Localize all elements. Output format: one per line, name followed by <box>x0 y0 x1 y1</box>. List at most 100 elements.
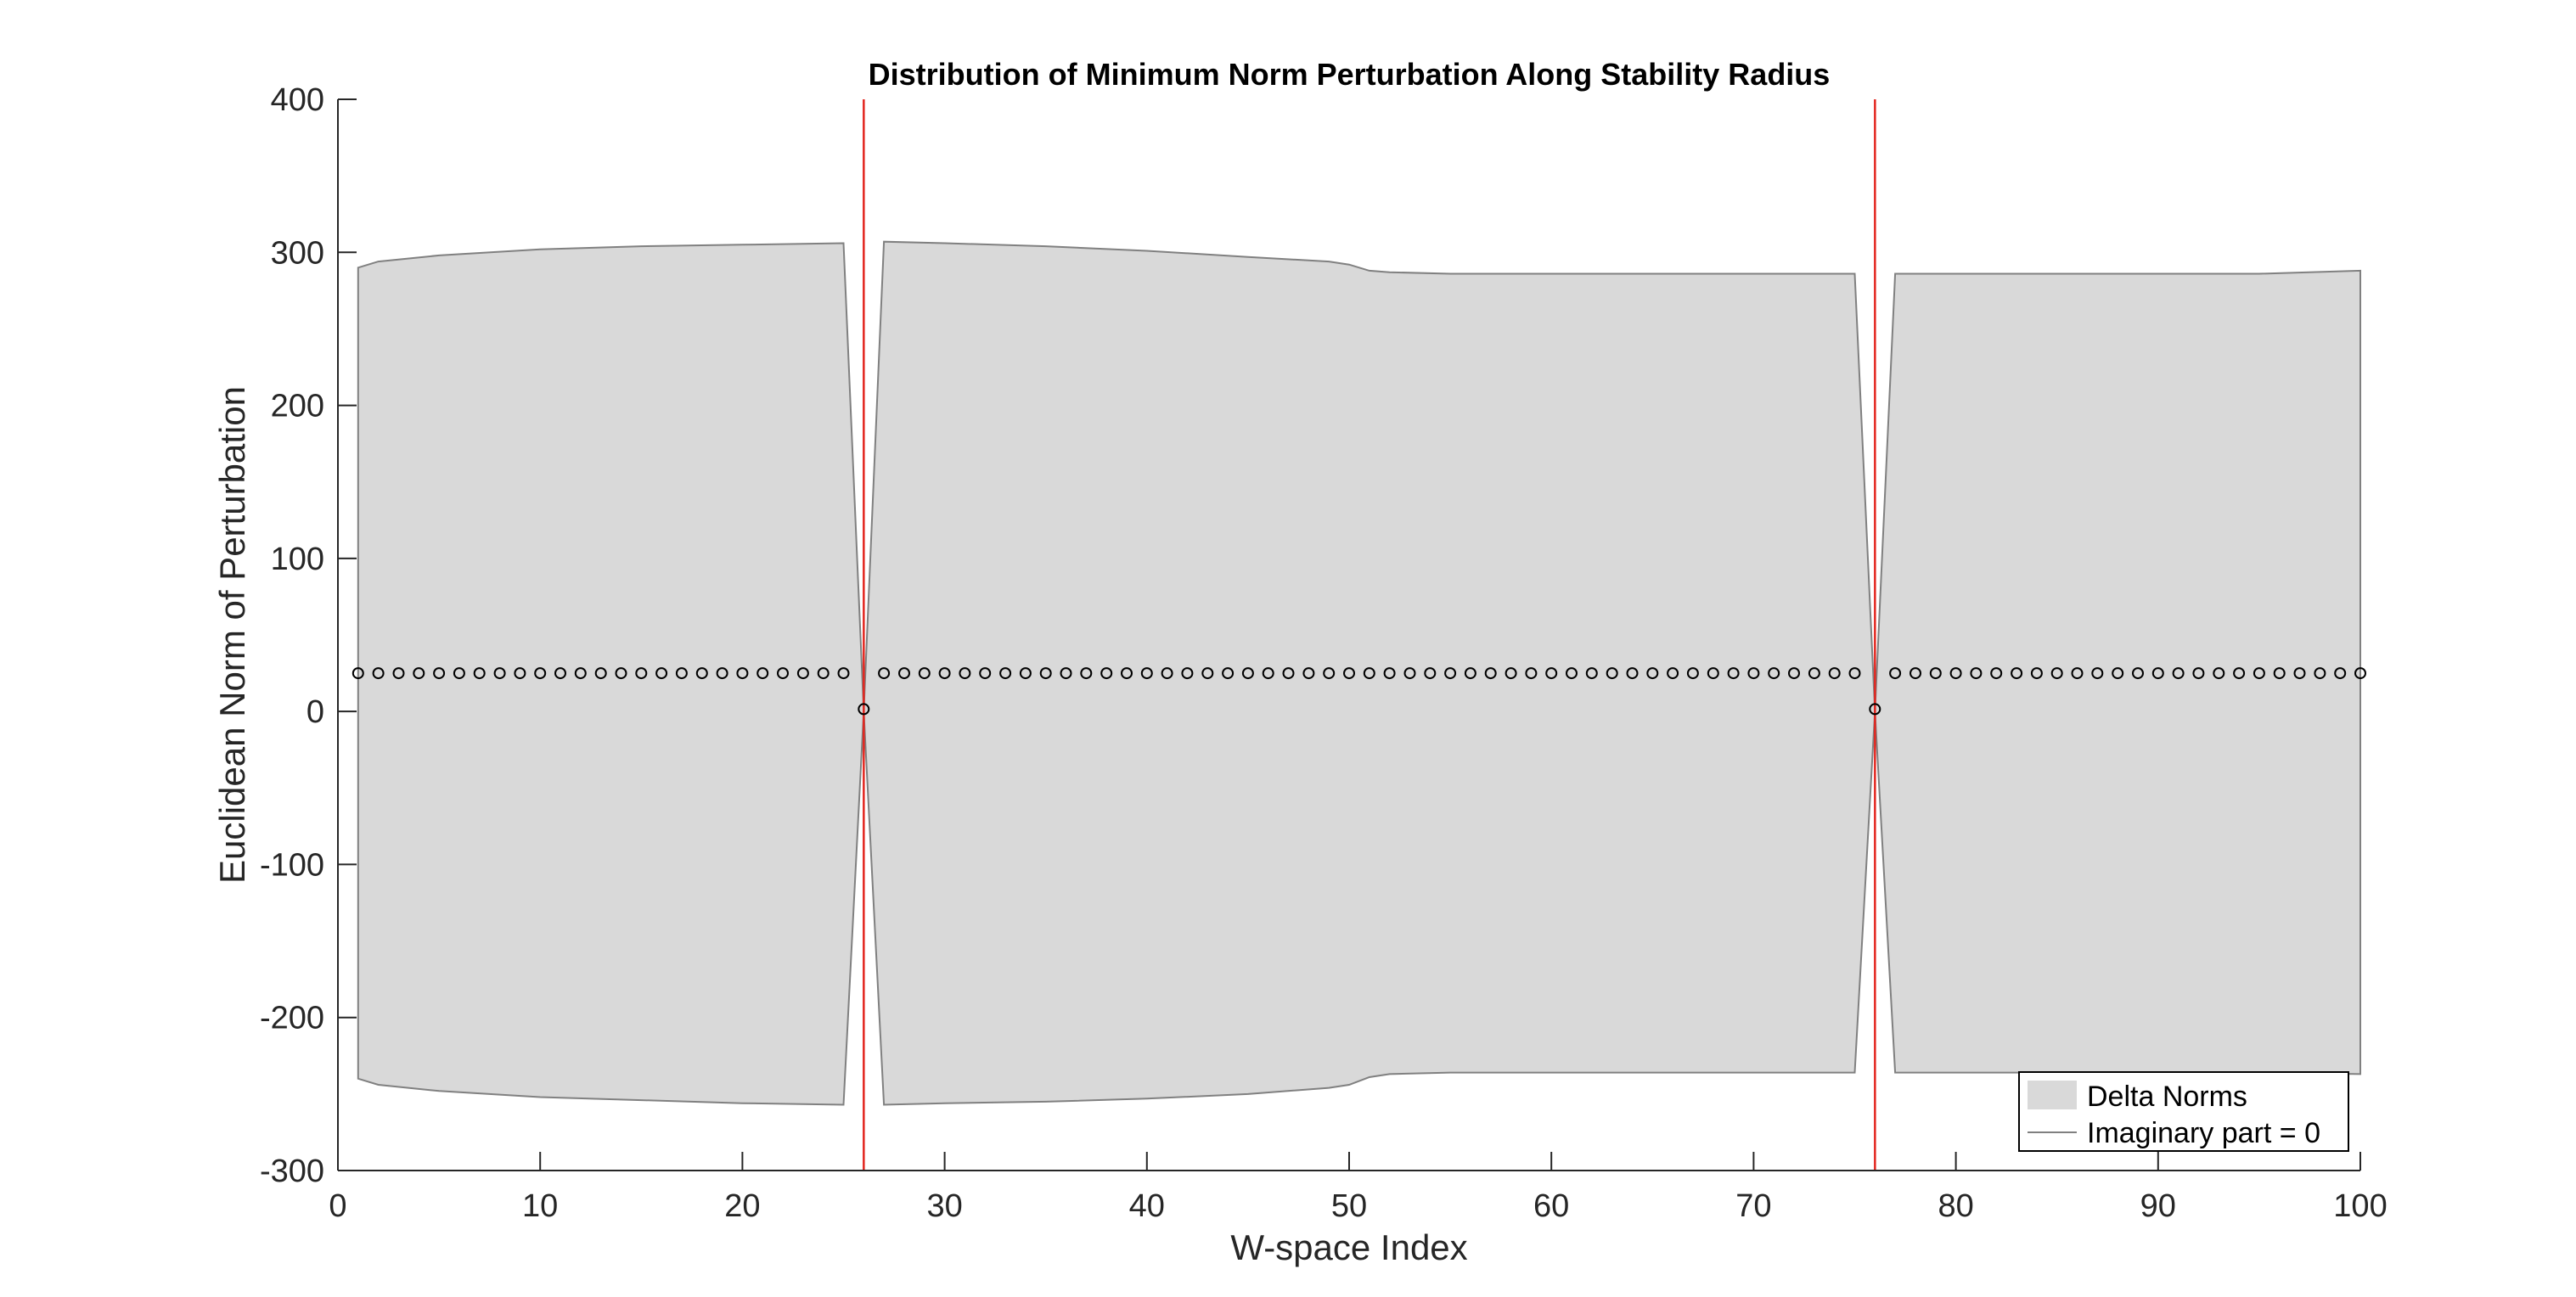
x-tick-label: 90 <box>2140 1188 2176 1224</box>
data-marker <box>2071 667 2084 680</box>
data-marker <box>2091 667 2104 680</box>
data-marker <box>938 667 951 680</box>
legend-swatch-delta-norms <box>2028 1081 2077 1109</box>
data-marker <box>1626 667 1639 680</box>
data-marker <box>1990 667 2003 680</box>
data-marker <box>817 667 830 680</box>
x-tick-label: 100 <box>2333 1188 2387 1224</box>
data-marker <box>2112 667 2124 680</box>
data-marker <box>574 667 587 680</box>
legend-label-imaginary-line: Imaginary part = 0 <box>2087 1117 2320 1149</box>
data-marker <box>999 667 1012 680</box>
legend: Delta Norms Imaginary part = 0 <box>2018 1071 2349 1152</box>
data-marker <box>1424 667 1437 680</box>
legend-label-delta-norms: Delta Norms <box>2087 1081 2247 1113</box>
data-marker <box>1282 667 1295 680</box>
data-marker <box>1566 667 1578 680</box>
data-marker <box>756 667 769 680</box>
data-marker <box>1545 667 1558 680</box>
data-marker <box>635 667 648 680</box>
data-marker <box>675 667 688 680</box>
data-marker <box>1060 667 1072 680</box>
plot-area <box>352 99 2366 1171</box>
y-tick-label: 100 <box>271 542 324 577</box>
x-axis-label: W-space Index <box>1230 1227 1467 1267</box>
data-marker <box>594 667 607 680</box>
data-marker <box>1929 667 1942 680</box>
data-marker <box>1140 667 1153 680</box>
x-tick-label: 60 <box>1533 1188 1569 1224</box>
data-marker <box>858 703 870 716</box>
data-marker <box>372 667 385 680</box>
y-tick-label: 200 <box>271 389 324 424</box>
x-tick-label: 20 <box>724 1188 760 1224</box>
data-marker <box>493 667 506 680</box>
data-marker <box>433 667 446 680</box>
data-marker <box>554 667 566 680</box>
data-marker <box>1222 667 1235 680</box>
data-marker <box>2192 667 2205 680</box>
y-axis-label: Euclidean Norm of Perturbation <box>212 386 252 884</box>
data-marker <box>1889 667 1902 680</box>
y-tick-label: 400 <box>271 82 324 118</box>
data-marker <box>1121 667 1133 680</box>
data-marker <box>453 667 465 680</box>
x-tick-label: 30 <box>926 1188 962 1224</box>
data-marker <box>534 667 547 680</box>
data-marker <box>1788 667 1800 680</box>
data-marker <box>959 667 971 680</box>
data-marker <box>352 667 364 680</box>
data-marker <box>1323 667 1336 680</box>
data-marker <box>514 667 526 680</box>
data-marker <box>1383 667 1396 680</box>
data-marker <box>1302 667 1315 680</box>
axes: 0 10 20 30 40 50 60 70 80 90 100 -300 -200 -100 0 100 20… <box>260 82 2388 1224</box>
data-marker <box>2354 667 2366 680</box>
data-marker <box>1100 667 1113 680</box>
data-marker <box>2293 667 2306 680</box>
data-marker <box>2334 667 2347 680</box>
data-marker <box>736 667 749 680</box>
data-marker <box>1505 667 1517 680</box>
data-marker <box>1262 667 1274 680</box>
data-marker <box>1444 667 1457 680</box>
data-marker <box>2213 667 2225 680</box>
y-tick-label: -100 <box>260 847 324 883</box>
x-tick-label: 70 <box>1735 1188 1771 1224</box>
data-marker <box>2314 667 2326 680</box>
data-marker <box>1363 667 1375 680</box>
data-marker <box>1201 667 1214 680</box>
data-marker <box>1910 667 1921 680</box>
data-marker <box>1464 667 1476 680</box>
data-marker <box>1707 667 1719 680</box>
data-marker <box>1080 667 1093 680</box>
delta-norms-area <box>357 240 2361 1106</box>
data-marker <box>1667 667 1679 680</box>
y-tick-label: -300 <box>260 1154 324 1189</box>
y-tick-label: 300 <box>271 235 324 271</box>
data-marker <box>979 667 992 680</box>
data-marker <box>1039 667 1052 680</box>
data-marker <box>796 667 809 680</box>
data-marker <box>1949 667 1962 680</box>
data-marker <box>473 667 486 680</box>
data-marker <box>2233 667 2246 680</box>
data-marker <box>2132 667 2144 680</box>
data-marker <box>1869 703 1881 716</box>
data-marker <box>1606 667 1618 680</box>
data-marker <box>2253 667 2265 680</box>
data-marker <box>918 667 931 680</box>
data-marker <box>2151 667 2164 680</box>
data-marker <box>2011 667 2023 680</box>
y-tick-label: -200 <box>260 1001 324 1036</box>
chart-title: Distribution of Minimum Norm Perturbatio… <box>869 57 1831 92</box>
data-marker <box>1403 667 1416 680</box>
x-tick-label: 80 <box>1938 1188 1973 1224</box>
data-marker <box>392 667 405 680</box>
data-marker <box>1585 667 1598 680</box>
data-marker <box>2172 667 2185 680</box>
data-marker <box>1019 667 1032 680</box>
data-marker <box>1181 667 1194 680</box>
data-marker <box>1808 667 1820 680</box>
data-marker <box>1343 667 1355 680</box>
